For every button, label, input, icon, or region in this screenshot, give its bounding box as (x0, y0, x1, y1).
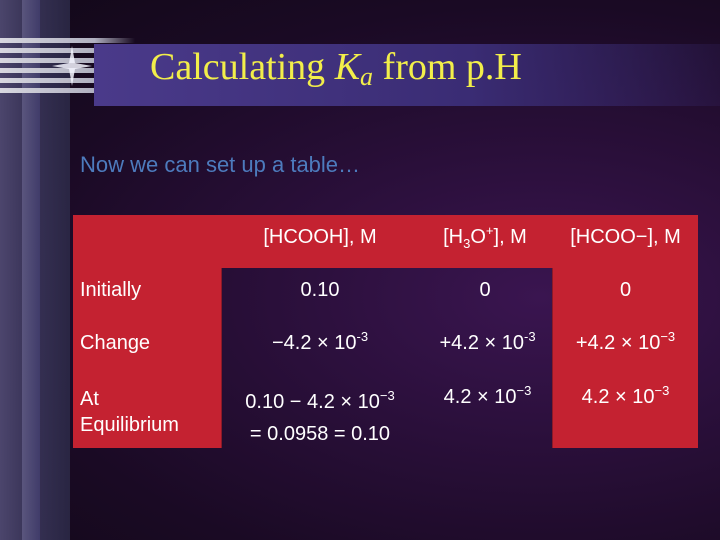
cell-initial-hcooh: 0.10 (300, 279, 340, 301)
title-ka-a: a (360, 62, 374, 91)
row-label-initially: Initially (80, 279, 142, 301)
slide-subtitle: Now we can set up a table… (80, 152, 361, 177)
title-text-main: Calculating (150, 46, 335, 88)
cell-equilibrium-hcooh: 0.10 − 4.2 × 10−3 = 0.0958 = 0.10 (245, 388, 395, 445)
column-divider (552, 268, 553, 448)
left-decor-stripe (22, 0, 40, 540)
row-label-equilibrium: At Equilibrium (80, 388, 179, 436)
decor-bars (0, 38, 135, 108)
cell-initial-h3o: 0 (479, 279, 491, 301)
header-hcooh: [HCOOH], M (263, 226, 377, 248)
cell-equilibrium-hcoo: 4.2 × 10−3 (581, 383, 670, 408)
table-label-column (73, 268, 221, 448)
title-text-rest: from p.H (373, 46, 522, 88)
cell-change-hcoo: +4.2 × 10−3 (575, 329, 676, 354)
sparkle-icon (52, 46, 92, 86)
row-label-change: Change (80, 332, 151, 354)
table-header-row (73, 215, 698, 268)
cell-change-h3o: +4.2 × 10-3 (439, 329, 536, 354)
title-background (94, 44, 720, 106)
table-hcoo-column (553, 268, 698, 448)
cell-initial-hcoo: 0 (619, 279, 632, 301)
slide-title: Calculating Ka from p.H (150, 44, 522, 90)
header-hcoo: [HCOO−], M (570, 226, 681, 248)
title-ka-k: K (334, 46, 361, 88)
cell-equilibrium-h3o: 4.2 × 10−3 (443, 383, 532, 408)
header-h3o: [H3O+], M (443, 223, 527, 251)
cell-change-hcooh: −4.2 × 10-3 (271, 329, 369, 354)
column-divider (221, 268, 222, 448)
